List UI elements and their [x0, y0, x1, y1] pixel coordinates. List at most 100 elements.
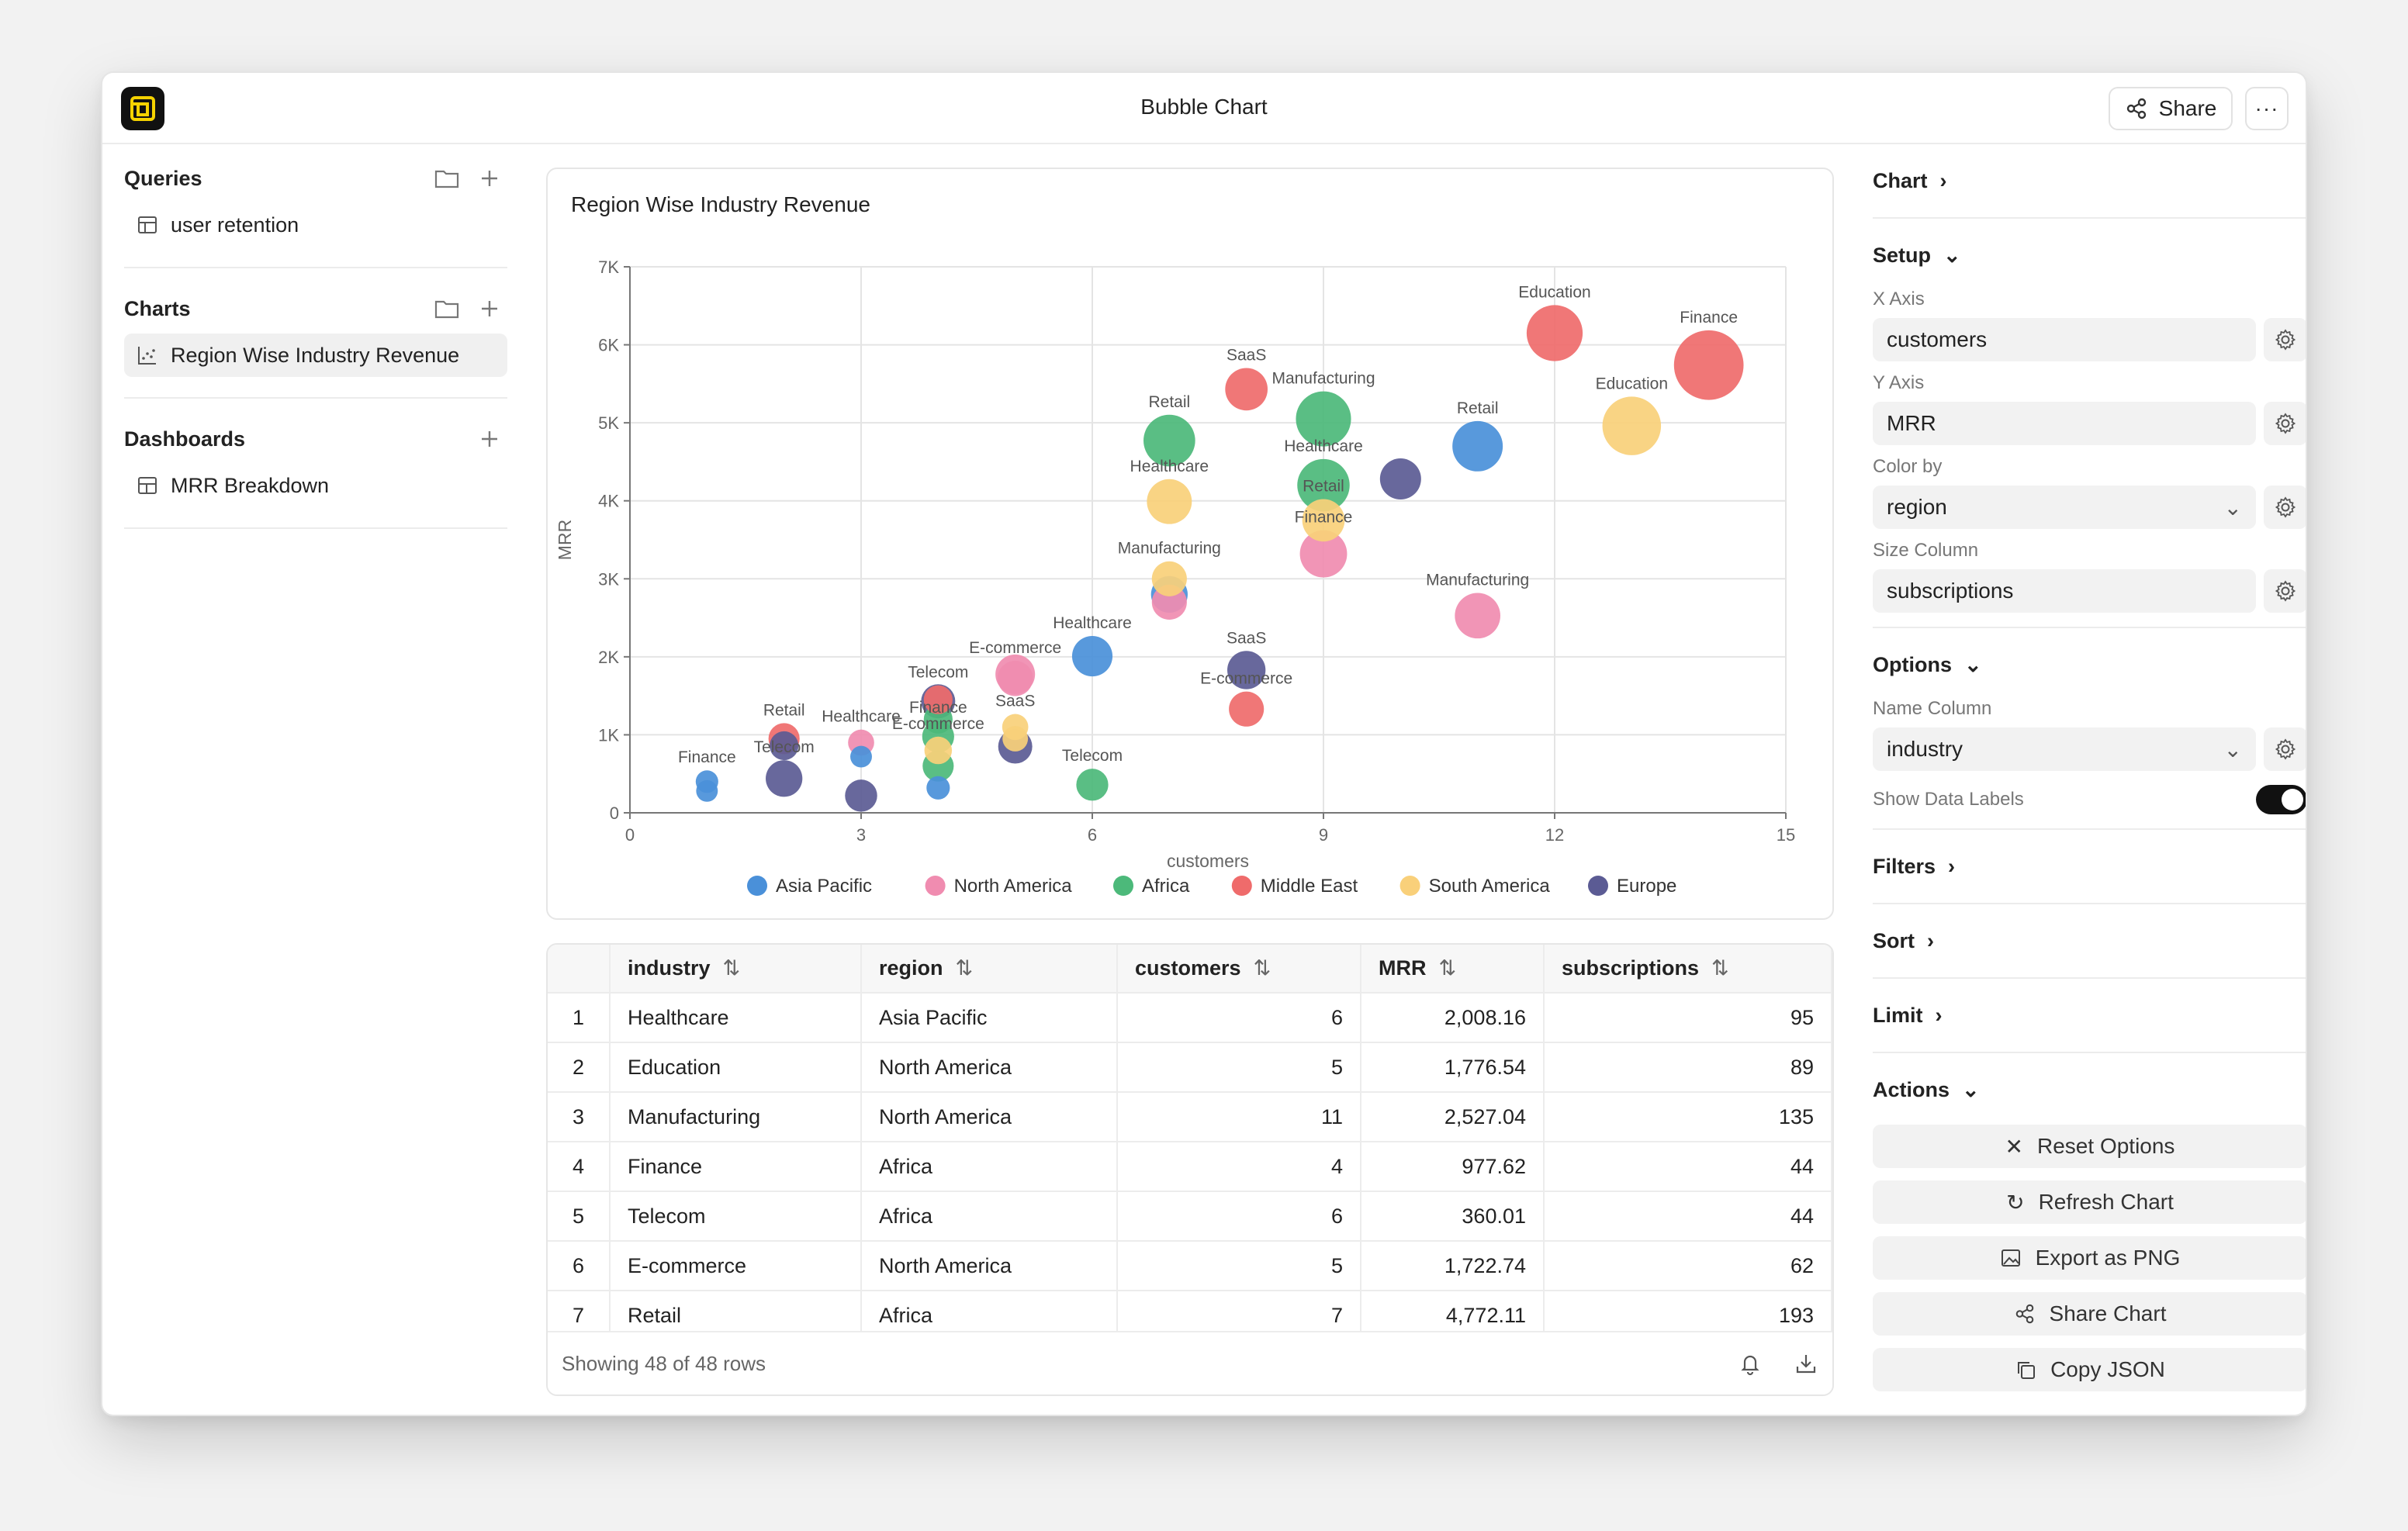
charts-section: Charts Region Wise Industry Revenue [124, 289, 507, 399]
column-header-industry[interactable]: industry ⇅ [610, 945, 862, 994]
bell-icon[interactable] [1738, 1351, 1763, 1376]
chevron-right-icon: › [1939, 168, 1947, 192]
bubble [696, 779, 718, 802]
table-row[interactable]: 6 E-commerce North America 5 1,722.74 62 [548, 1241, 1832, 1291]
y-tick-label: 1K [598, 725, 619, 745]
color-by-select[interactable]: region ⌄ [1873, 486, 2256, 529]
bubble [850, 745, 872, 768]
share-chart-button[interactable]: Share Chart [1873, 1292, 2306, 1336]
options-section-toggle[interactable]: Options ⌄ [1873, 652, 1982, 676]
actions-section-toggle[interactable]: Actions ⌄ [1873, 1077, 1980, 1101]
gear-icon[interactable] [2264, 486, 2306, 529]
add-dashboard-icon[interactable] [479, 429, 500, 449]
table-header-row: industry ⇅ region ⇅ customers ⇅ MRR ⇅ subscr… [548, 945, 1832, 994]
chevron-down-icon: ⌄ [2223, 737, 2242, 762]
row-index: 2 [548, 1042, 611, 1093]
column-header-subscriptions[interactable]: subscriptions ⇅ [1544, 945, 1832, 994]
data-label: Retail [1457, 399, 1499, 417]
x-axis-field[interactable]: customers [1873, 318, 2256, 361]
column-header-mrr[interactable]: MRR ⇅ [1361, 945, 1545, 994]
gear-icon[interactable] [2264, 569, 2306, 613]
gear-icon[interactable] [2264, 727, 2306, 771]
legend-entry: North America [954, 876, 1073, 897]
sort-icon[interactable]: ⇅ [1438, 956, 1457, 980]
sort-icon[interactable]: ⇅ [722, 956, 741, 980]
column-header-customers[interactable]: customers ⇅ [1117, 945, 1361, 994]
bubble [1297, 458, 1350, 512]
add-query-icon[interactable] [479, 168, 500, 188]
row-index: 6 [548, 1241, 611, 1291]
table-row[interactable]: 2 Education North America 5 1,776.54 89 [548, 1042, 1832, 1093]
sidebar-item-mrr-breakdown[interactable]: MRR Breakdown [124, 464, 507, 507]
sort-icon[interactable]: ⇅ [1253, 956, 1271, 980]
show-data-labels-toggle[interactable] [2256, 785, 2306, 814]
bubble [1302, 499, 1345, 542]
index-column-header [548, 945, 611, 994]
sidebar-item-label: MRR Breakdown [171, 473, 330, 497]
dashboards-section: Dashboards MRR Breakdown [124, 419, 507, 529]
data-label: Finance [678, 748, 736, 766]
bubble [1227, 651, 1266, 689]
bubble [1299, 530, 1348, 578]
add-chart-icon[interactable] [479, 299, 500, 319]
limit-section-toggle[interactable]: Limit › [1873, 1003, 1943, 1027]
table-row[interactable]: 4 Finance Africa 4 977.62 44 [548, 1142, 1832, 1192]
name-column-select[interactable]: industry ⌄ [1873, 727, 2256, 771]
chevron-down-icon: ⌄ [1964, 652, 1982, 676]
settings-panel: Chart › Setup ⌄ X Axis customers Y Axis MR… [1873, 158, 2306, 1391]
share-button[interactable]: Share [2109, 87, 2233, 130]
cell-mrr: 4,772.11 [1361, 1291, 1545, 1332]
gear-icon[interactable] [2264, 318, 2306, 361]
cell-industry: E-commerce [610, 1241, 862, 1291]
y-axis-field[interactable]: MRR [1873, 402, 2256, 445]
data-label: Retail [763, 701, 805, 719]
refresh-icon: ↻ [2006, 1190, 2025, 1215]
chevron-right-icon: › [1948, 854, 1956, 878]
bubble [1151, 561, 1187, 596]
sort-icon[interactable]: ⇅ [1711, 956, 1729, 980]
chart-section-toggle[interactable]: Chart › [1873, 168, 1947, 192]
table-row[interactable]: 1 Healthcare Asia Pacific 6 2,008.16 95 [548, 993, 1832, 1043]
data-label: Education [1596, 375, 1668, 392]
chevron-down-icon: ⌄ [1962, 1077, 1980, 1101]
row-index: 7 [548, 1291, 611, 1332]
folder-icon[interactable] [434, 168, 459, 189]
bubble-chart[interactable]: 0 1K 2K 3K 4K 5K 6K 7K 0 3 6 9 12 15 customers MRR Finan… [548, 169, 1835, 921]
copy-json-button[interactable]: Copy JSON [1873, 1348, 2306, 1391]
cell-region: North America [861, 1241, 1118, 1291]
size-column-field[interactable]: subscriptions [1873, 569, 2256, 613]
more-options-button[interactable]: ··· [2245, 87, 2289, 130]
table-row[interactable]: 5 Telecom Africa 6 360.01 44 [548, 1191, 1832, 1242]
cell-region: Africa [861, 1191, 1118, 1242]
cell-mrr: 977.62 [1361, 1142, 1545, 1192]
sidebar-item-user-retention[interactable]: user retention [124, 203, 507, 247]
export-png-button[interactable]: Export as PNG [1873, 1236, 2306, 1280]
sort-icon[interactable]: ⇅ [955, 956, 974, 980]
table-row[interactable]: 3 Manufacturing North America 11 2,527.04 135 [548, 1092, 1832, 1142]
queries-section: Queries user retention [124, 158, 507, 268]
y-axis-title: MRR [555, 520, 575, 560]
table-footer: Showing 48 of 48 rows [548, 1331, 1832, 1394]
download-icon[interactable] [1794, 1351, 1818, 1376]
gear-icon[interactable] [2264, 402, 2306, 445]
sidebar-item-region-wise-industry-revenue[interactable]: Region Wise Industry Revenue [124, 334, 507, 377]
bubble [766, 760, 803, 797]
refresh-chart-button[interactable]: ↻ Refresh Chart [1873, 1180, 2306, 1224]
legend-entry: Africa [1142, 876, 1190, 897]
filters-section-toggle[interactable]: Filters › [1873, 854, 1956, 878]
bubble [1002, 726, 1029, 752]
app-logo-icon[interactable] [121, 87, 164, 130]
reset-options-button[interactable]: ✕ Reset Options [1873, 1125, 2306, 1168]
row-index: 5 [548, 1191, 611, 1242]
data-label: Healthcare [1053, 614, 1132, 632]
x-tick-label: 9 [1319, 825, 1328, 845]
column-header-region[interactable]: region ⇅ [861, 945, 1118, 994]
cell-mrr: 2,008.16 [1361, 993, 1545, 1043]
table-row[interactable]: 7 Retail Africa 7 4,772.11 193 [548, 1291, 1832, 1332]
x-axis-title: customers [1167, 851, 1249, 871]
folder-icon[interactable] [434, 298, 459, 320]
sort-section-toggle[interactable]: Sort › [1873, 928, 1934, 952]
setup-section-toggle[interactable]: Setup ⌄ [1873, 243, 1961, 267]
cell-region: Asia Pacific [861, 993, 1118, 1043]
data-label: Finance [909, 699, 967, 717]
